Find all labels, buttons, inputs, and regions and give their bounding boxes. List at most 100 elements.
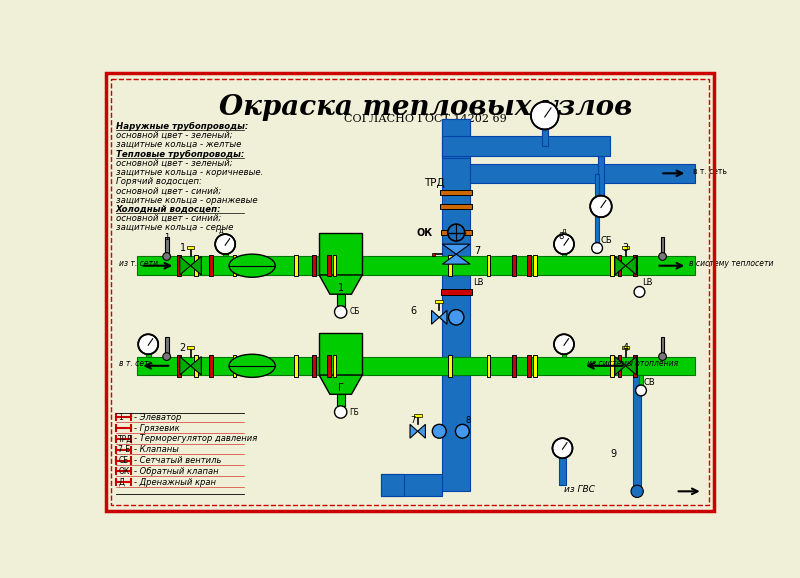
Circle shape (631, 485, 643, 498)
Bar (319, 232, 362, 275)
Polygon shape (319, 275, 362, 294)
Bar (333, 255, 337, 276)
Circle shape (455, 424, 470, 438)
Bar (448, 255, 452, 276)
Circle shape (592, 243, 602, 253)
Text: LВ: LВ (642, 278, 653, 287)
Text: - Обратный клапан: - Обратный клапан (134, 467, 219, 476)
Text: Г: Г (338, 383, 344, 392)
Bar (146, 354, 150, 358)
Bar (381, 475, 442, 496)
Circle shape (334, 406, 347, 418)
Bar (186, 346, 194, 349)
Bar (294, 255, 298, 276)
Bar (312, 355, 316, 377)
Bar (598, 155, 604, 197)
Text: основной цвет - синий;: основной цвет - синий; (116, 186, 221, 195)
Bar (486, 355, 490, 377)
Bar (560, 458, 565, 472)
Circle shape (553, 438, 573, 458)
Bar (223, 254, 227, 258)
Circle shape (554, 334, 574, 354)
Circle shape (634, 287, 645, 297)
Text: 2: 2 (180, 343, 186, 353)
Text: 1: 1 (338, 283, 344, 292)
Bar (442, 120, 470, 158)
Text: СОГЛАСНО ГОСТ 14202 69: СОГЛАСНО ГОСТ 14202 69 (344, 114, 506, 124)
Bar (381, 475, 404, 496)
Text: Тепловые трубопроводы:: Тепловые трубопроводы: (116, 150, 244, 158)
Circle shape (334, 306, 347, 318)
Circle shape (138, 334, 158, 354)
Text: 3: 3 (622, 243, 629, 253)
Bar (634, 375, 641, 489)
Text: Наружные трубопроводы:: Наружные трубопроводы: (116, 122, 248, 131)
Bar (533, 355, 537, 377)
Circle shape (590, 195, 612, 217)
Bar (177, 255, 181, 276)
Text: основной цвет - зеленый;: основной цвет - зеленый; (116, 131, 233, 140)
Circle shape (449, 310, 464, 325)
Polygon shape (180, 257, 190, 275)
Bar (562, 253, 566, 257)
Circle shape (531, 102, 558, 129)
Bar (337, 294, 345, 306)
Polygon shape (442, 254, 470, 264)
Bar (194, 255, 198, 276)
Bar (622, 246, 630, 249)
Bar (618, 255, 622, 276)
Polygon shape (319, 375, 362, 394)
Text: в т. сеть: в т. сеть (694, 167, 727, 176)
Text: СВ: СВ (643, 378, 655, 387)
Bar (559, 458, 566, 485)
Bar (194, 355, 198, 377)
Text: - Клапаны: - Клапаны (134, 445, 179, 454)
Bar (622, 346, 630, 349)
Bar (610, 255, 614, 276)
Bar (562, 354, 566, 358)
Text: защитные кольца - оранжевые: защитные кольца - оранжевые (116, 195, 258, 205)
Ellipse shape (229, 254, 275, 277)
Text: LВ: LВ (473, 278, 484, 287)
Bar (435, 299, 443, 303)
Bar (165, 338, 169, 357)
Bar (442, 120, 470, 257)
Bar (562, 353, 566, 357)
Text: - Элеватор: - Элеватор (134, 413, 182, 422)
Text: 8: 8 (466, 416, 471, 425)
Polygon shape (431, 310, 439, 324)
Bar (527, 255, 531, 276)
Text: защитные кольца - серые: защитные кольца - серые (116, 223, 234, 232)
Bar (414, 413, 422, 417)
Bar (233, 355, 236, 377)
Text: ТРД: ТРД (424, 178, 445, 188)
Text: Д: Д (118, 477, 124, 487)
Polygon shape (418, 424, 426, 438)
Polygon shape (410, 424, 418, 438)
Bar (177, 355, 181, 377)
Polygon shape (180, 357, 190, 375)
Bar (165, 237, 169, 257)
Text: Горячий водосцеп:: Горячий водосцеп: (116, 177, 202, 186)
Bar (137, 257, 695, 275)
Bar (533, 255, 537, 276)
Ellipse shape (229, 354, 275, 377)
Text: из ГВС: из ГВС (564, 484, 595, 494)
Bar (512, 355, 516, 377)
Bar (186, 246, 194, 249)
Bar (448, 355, 452, 377)
Polygon shape (190, 257, 202, 275)
Circle shape (448, 224, 465, 241)
Text: 9: 9 (610, 449, 616, 460)
Text: основной цвет - зеленый;: основной цвет - зеленый; (116, 159, 233, 168)
Text: в т. сеть: в т. сеть (119, 359, 153, 368)
Bar (594, 174, 599, 243)
Text: - Грязевик: - Грязевик (134, 424, 180, 433)
Text: 7 Б: 7 Б (118, 445, 130, 454)
Circle shape (215, 234, 235, 254)
Polygon shape (439, 310, 447, 324)
Bar (442, 375, 470, 491)
Bar (327, 355, 331, 377)
Bar (486, 255, 490, 276)
Text: д: д (562, 227, 566, 233)
